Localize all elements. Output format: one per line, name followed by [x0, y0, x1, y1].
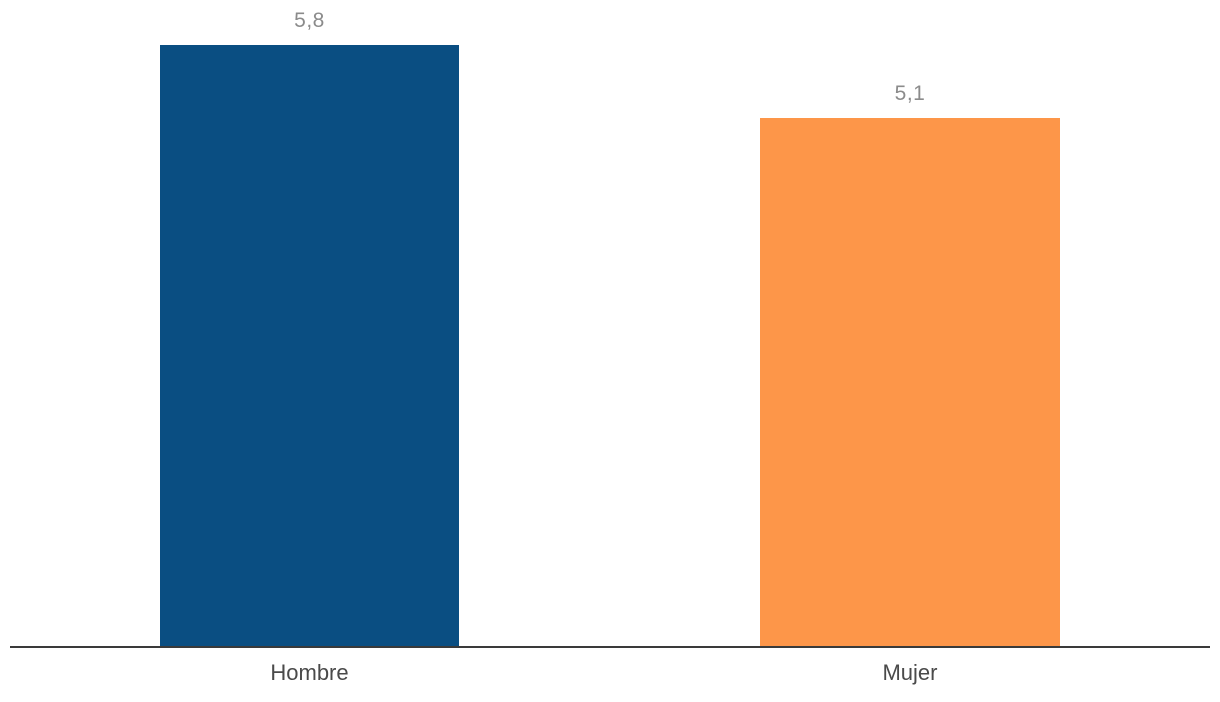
bar-value-label-mujer: 5,1 — [894, 82, 926, 105]
x-axis-line — [10, 646, 1210, 648]
x-tick-label-hombre: Hombre — [270, 660, 349, 685]
bar-mujer — [760, 118, 1060, 646]
bar-hombre — [160, 45, 459, 646]
x-tick-label-mujer: Mujer — [882, 660, 938, 685]
bar-value-label-hombre: 5,8 — [294, 9, 325, 32]
